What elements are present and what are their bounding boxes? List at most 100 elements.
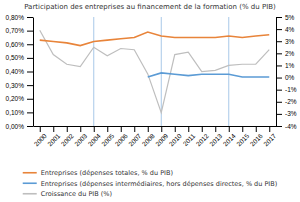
x-tick-label: 2017 [262, 132, 277, 147]
x-tick: 2008 [141, 126, 156, 147]
y2-tick-mark [276, 53, 282, 54]
x-tick: 2012 [195, 126, 210, 147]
y2-tick-label: 5% [285, 14, 295, 21]
x-tick-label: 2012 [195, 132, 210, 147]
x-tick-label: 2016 [249, 132, 264, 147]
x-tick: 2011 [181, 126, 196, 147]
y-tick-label: 0,20% [6, 95, 25, 102]
x-tick: 2005 [100, 126, 115, 147]
x-tick-label: 2006 [114, 132, 129, 147]
y2-tick: 1% [276, 62, 295, 69]
y-tick: 0,00% [6, 123, 33, 130]
x-tick: 2002 [60, 126, 75, 147]
y2-tick: 3% [276, 38, 295, 45]
x-tick: 2010 [168, 126, 183, 147]
y-tick-mark [27, 17, 33, 18]
series-line [40, 32, 270, 46]
series-line [148, 73, 270, 77]
legend-item: Entreprises (dépenses intermédiaires, ho… [23, 180, 278, 188]
x-tick-mark [229, 126, 230, 132]
x-tick-mark [94, 126, 95, 132]
x-tick-mark [175, 126, 176, 132]
y2-tick: -1% [276, 86, 297, 93]
y2-tick: 0% [276, 74, 295, 81]
y2-tick-label: 2% [285, 50, 295, 57]
y2-tick: 5% [276, 14, 295, 21]
y-tick-mark [27, 31, 33, 32]
y-tick: 0,10% [6, 109, 33, 116]
y2-tick-mark [276, 17, 282, 18]
y2-tick-label: -3% [285, 110, 297, 117]
y-tick-label: 0,70% [6, 27, 25, 34]
y2-tick-label: 1% [285, 62, 295, 69]
x-tick-mark [256, 126, 257, 132]
x-tick-mark [67, 126, 68, 132]
legend-item: Entreprises (dépenses totales, % du PIB) [23, 169, 173, 177]
x-tick-mark [215, 126, 216, 132]
y2-tick-mark [276, 41, 282, 42]
y2-tick: 2% [276, 50, 295, 57]
x-tick-label: 2001 [46, 132, 61, 147]
y-tick: 0,30% [6, 82, 33, 89]
y-tick: 0,40% [6, 68, 33, 75]
y2-tick: -4% [276, 123, 297, 130]
x-tick-mark [40, 126, 41, 132]
y-tick: 0,80% [6, 14, 33, 21]
x-axis-line [34, 126, 277, 127]
y-axis-line [33, 18, 34, 127]
x-tick-label: 2004 [87, 132, 102, 147]
y2-tick-mark [276, 90, 282, 91]
x-tick-label: 2005 [100, 132, 115, 147]
x-tick-label: 2014 [222, 132, 237, 147]
y2-tick-mark [276, 78, 282, 79]
y-tick-mark [27, 112, 33, 113]
marks [40, 17, 270, 126]
y2-tick-label: -1% [285, 86, 297, 93]
y2-axis: -4% -3% -2% -1% 0% 1% 2% 3% 4% 5% [276, 14, 297, 130]
x-tick-label: 2003 [73, 132, 88, 147]
legend-swatch [23, 193, 37, 195]
x-tick-label: 2013 [208, 132, 223, 147]
y-tick: 0,20% [6, 95, 33, 102]
series-line [40, 30, 270, 112]
y-tick-mark [27, 72, 33, 73]
x-tick: 2014 [222, 126, 237, 147]
x-tick-label: 2015 [235, 132, 250, 147]
y2-axis-line [276, 18, 277, 127]
legend-label: Entreprises (dépenses intermédiaires, ho… [41, 180, 278, 188]
legend-label: Croissance du PIB (%) [41, 190, 112, 198]
y-tick-label: 0,30% [6, 82, 25, 89]
y2-tick-mark [276, 29, 282, 30]
y2-tick-label: -2% [285, 98, 297, 105]
y2-tick-mark [276, 65, 282, 66]
x-tick-label: 2008 [141, 132, 156, 147]
y-tick: 0,70% [6, 27, 33, 34]
x-tick-mark [53, 126, 54, 132]
legend-swatch [23, 172, 37, 174]
x-tick-label: 2010 [168, 132, 183, 147]
legend-label: Entreprises (dépenses totales, % du PIB) [41, 169, 173, 177]
x-tick: 2017 [262, 126, 277, 147]
y2-tick-mark [276, 102, 282, 103]
x-tick-label: 2007 [127, 132, 142, 147]
legend-item: Croissance du PIB (%) [23, 190, 112, 198]
x-tick-mark [121, 126, 122, 132]
legend: Entreprises (dépenses totales, % du PIB)… [23, 169, 278, 198]
chart: Participation des entreprises au finance… [0, 0, 300, 202]
legend-swatch [23, 182, 37, 184]
x-tick-mark [202, 126, 203, 132]
y-tick-label: 0,00% [6, 123, 25, 130]
x-axis: 2000200120022003200420052006200720082009… [33, 126, 278, 147]
x-tick: 2001 [46, 126, 61, 147]
x-tick-label: 2009 [154, 132, 169, 147]
y2-tick-mark [276, 114, 282, 115]
y-tick-label: 0,10% [6, 109, 25, 116]
x-tick-mark [148, 126, 149, 132]
x-tick: 2016 [249, 126, 264, 147]
y-axis: 0,00%0,10%0,20%0,30%0,40%0,50%0,60%0,70%… [6, 14, 34, 130]
y-tick-label: 0,50% [6, 54, 25, 61]
vline [228, 17, 229, 126]
y2-tick-label: -4% [285, 123, 297, 130]
title: Participation des entreprises au finance… [24, 3, 276, 11]
y2-tick: 4% [276, 26, 295, 33]
